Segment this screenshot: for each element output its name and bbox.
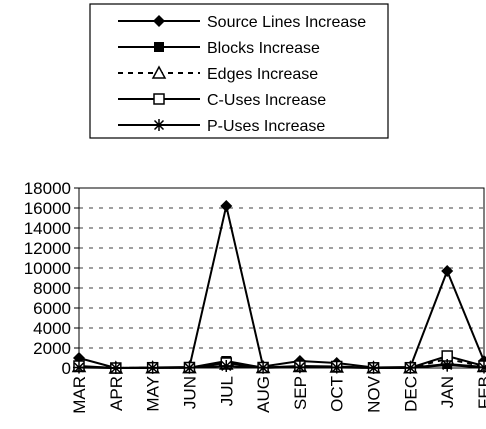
y-tick-label: 16000: [24, 199, 71, 218]
legend-label: Blocks Increase: [207, 40, 320, 57]
legend-label: Source Lines Increase: [207, 14, 366, 31]
legend-label: C-Uses Increase: [207, 92, 326, 109]
plot-area: [78, 187, 485, 369]
data-point: [330, 361, 343, 374]
legend-marker: [151, 65, 167, 79]
legend: Source Lines Increase Blocks Increase Edge…: [89, 3, 389, 139]
data-point: [404, 361, 417, 374]
x-tick-label: SEP: [291, 376, 310, 410]
grid-lines: [79, 207, 484, 349]
x-tick-label: MAY: [144, 376, 163, 412]
x-tick-label: DEC: [401, 376, 420, 412]
x-tick-label: APR: [107, 376, 126, 411]
data-point: [293, 361, 306, 374]
series-line: [78, 363, 485, 370]
y-tick-label: 18000: [24, 179, 71, 198]
y-tick-label: 8000: [33, 279, 71, 298]
data-point: [183, 361, 196, 374]
data-point: [441, 265, 454, 277]
data-point: [257, 361, 270, 374]
legend-marker: [154, 42, 164, 52]
x-tick-label: JAN: [438, 376, 457, 408]
x-tick-label: JUL: [217, 376, 236, 406]
y-tick-label: 2000: [33, 339, 71, 358]
series: [73, 350, 486, 374]
data-point: [109, 362, 122, 374]
legend-marker: [153, 93, 165, 105]
legend-item: Source Lines Increase: [118, 14, 366, 31]
legend-marker: [153, 119, 165, 131]
series-line: [78, 205, 485, 370]
y-tick-label: 4000: [33, 319, 71, 338]
legend-label: P-Uses Increase: [207, 118, 325, 135]
y-tick-label: 14000: [24, 219, 71, 238]
series-group: [71, 200, 486, 374]
x-tick-label: NOV: [365, 375, 384, 413]
legend-item: Blocks Increase: [118, 40, 320, 57]
y-tick-label: 12000: [24, 239, 71, 258]
legend-marker: [153, 15, 165, 27]
data-point: [73, 361, 85, 374]
data-point: [478, 361, 486, 374]
data-point: [220, 360, 233, 372]
series: [73, 359, 486, 374]
data-point: [367, 361, 380, 374]
x-tick-label: OCT: [328, 376, 347, 412]
data-point: [220, 200, 233, 212]
data-point: [441, 359, 454, 371]
legend-label: Edges Increase: [207, 66, 318, 83]
x-axis: MAR APR MAY JUN JUL AUG SEP OCT NOV DEC JAN FEB: [70, 368, 486, 414]
y-tick-label: 0: [62, 359, 71, 378]
legend-box: [89, 3, 389, 139]
y-tick-label: 10000: [24, 259, 71, 278]
x-tick-label: FEB: [475, 376, 486, 409]
y-tick-label: 6000: [33, 299, 71, 318]
x-tick-label: MAR: [70, 376, 89, 414]
y-axis: 0200040006000800010000120001400016000180…: [24, 179, 79, 378]
legend-item: P-Uses Increase: [118, 118, 325, 135]
x-tick-label: JUN: [180, 376, 199, 409]
legend-item: Edges Increase: [118, 65, 318, 83]
x-tick-label: AUG: [254, 376, 273, 413]
data-point: [146, 361, 159, 374]
legend-item: C-Uses Increase: [118, 92, 326, 109]
